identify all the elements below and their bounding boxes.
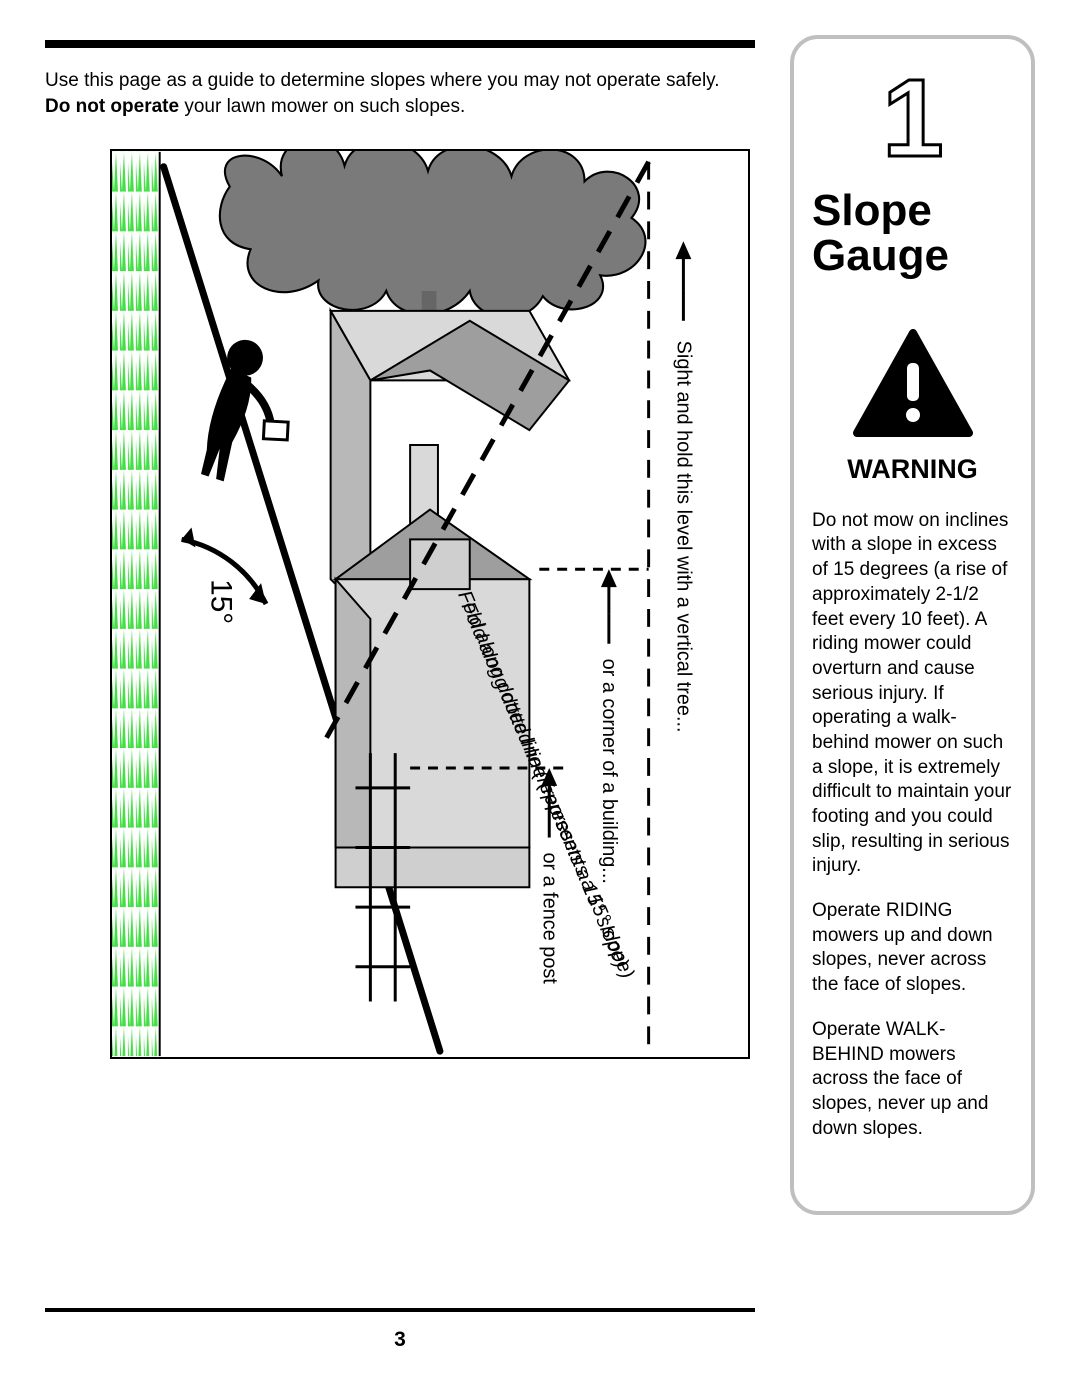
warning-triangle-icon (853, 329, 973, 439)
label-fence: or a fence post (538, 853, 560, 985)
section-number: 1 (812, 61, 1013, 181)
label-tree: Sight and hold this level with a vertica… (672, 341, 694, 733)
sidebar-panel: 1 Slope Gauge WARNING Do not mow on incl… (790, 35, 1035, 1215)
warning-label: WARNING (812, 454, 1013, 485)
diagram-svg: 15° (112, 151, 748, 1057)
warning-para-2: Operate RIDING mowers up and down slopes… (812, 899, 1013, 998)
svg-text:1: 1 (882, 61, 943, 180)
angle-label: 15° (204, 579, 237, 624)
intro-paragraph: Use this page as a guide to determine sl… (45, 68, 725, 119)
page-number: 3 (45, 1328, 755, 1352)
section-number-glyph: 1 (868, 61, 958, 181)
sidebar-title-line2: Gauge (812, 231, 949, 280)
slope-gauge-diagram: 15° (110, 149, 750, 1059)
warning-para-3: Operate WALK-BEHIND mowers across the fa… (812, 1018, 1013, 1141)
label-building: or a corner of a building... (598, 659, 620, 884)
top-rule (45, 40, 755, 48)
sidebar-title: Slope Gauge (812, 189, 1013, 279)
warning-para-1: Do not mow on inclines with a slope in e… (812, 509, 1013, 879)
intro-bold: Do not operate (45, 96, 179, 117)
intro-text-1: Use this page as a guide to determine sl… (45, 70, 720, 91)
grass-strip (112, 152, 160, 1056)
sidebar-title-line1: Slope (812, 186, 932, 235)
intro-text-2: your lawn mower on such slopes. (179, 96, 465, 117)
bottom-rule (45, 1308, 755, 1312)
